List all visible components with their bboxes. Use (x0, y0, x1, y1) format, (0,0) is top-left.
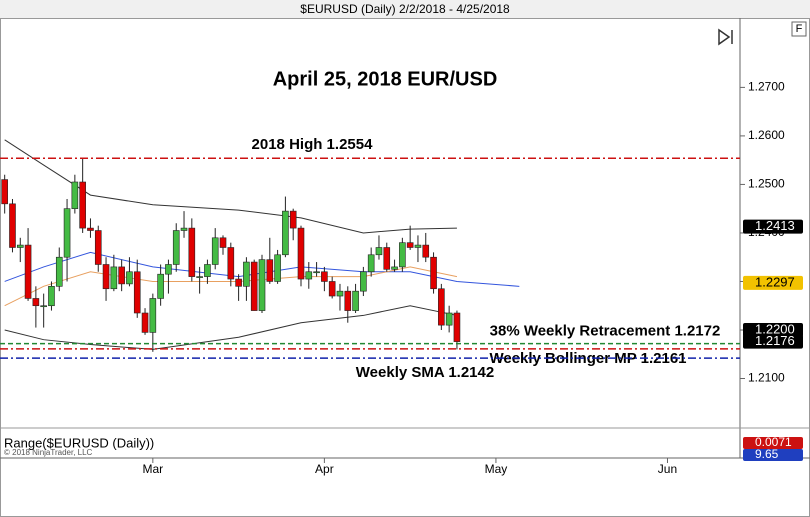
candle-body (453, 312, 461, 342)
annotation-title: April 25, 2018 EUR/USD (273, 68, 498, 90)
candle-body (406, 242, 414, 248)
x-tick-label: Jun (658, 462, 677, 476)
float-button[interactable] (791, 21, 807, 37)
candle-body (321, 271, 328, 282)
candle-body (414, 244, 422, 248)
candle-body (305, 271, 313, 280)
overlay-line (4, 139, 457, 234)
candle-body (352, 290, 359, 311)
candle-body (438, 288, 445, 326)
candle-body (211, 237, 219, 265)
candle-body (188, 227, 196, 277)
panel-marker (743, 437, 803, 449)
candle-body (196, 276, 203, 278)
candle-body (55, 256, 63, 287)
panel-marker (743, 449, 803, 461)
y-tick-label: 1.2500 (748, 177, 785, 191)
candle-body (40, 305, 47, 308)
candle-body (235, 278, 242, 287)
candle-body (422, 244, 430, 258)
lower-panel-title: Range($EURUSD (Daily)) (4, 435, 154, 450)
candle-body (274, 254, 281, 282)
candle-body (87, 227, 94, 231)
candle-body (9, 203, 16, 248)
candle-body (94, 230, 102, 265)
candle-body (79, 181, 86, 229)
candle-body (141, 312, 149, 333)
candle-body (180, 227, 188, 231)
candle-body (360, 271, 367, 292)
candle-body (266, 259, 274, 282)
candle-body (118, 266, 125, 285)
price-marker-label: 1.2297 (755, 274, 795, 289)
candle-body (250, 261, 258, 311)
candle-body (367, 254, 375, 273)
candle-body (313, 271, 320, 274)
candle-body (110, 266, 118, 290)
y-tick-label: 1.2600 (748, 128, 785, 142)
candle-body (48, 286, 55, 307)
y-tick-label: 1.2700 (748, 80, 785, 94)
candle-body (16, 244, 24, 248)
chart-title: $EURUSD (Daily) 2/2/2018 - 4/25/2018 (300, 2, 510, 16)
scroll-end-button[interactable] (718, 28, 733, 46)
candle-body (24, 244, 32, 299)
candle-body (133, 271, 141, 314)
overlay-line (4, 305, 458, 350)
candle-body (375, 247, 383, 256)
price-marker-label: 1.2200 (755, 321, 795, 336)
candle-body (289, 210, 297, 229)
candle-body (204, 264, 211, 277)
candle-body (165, 264, 172, 275)
candle-body (258, 259, 266, 311)
candle-body (336, 290, 344, 297)
panel-marker-label: 9.65 (755, 447, 779, 461)
level-label: 38% Weekly Retracement 1.2172 (490, 323, 721, 340)
x-tick-label: Apr (315, 462, 334, 476)
price-marker (743, 334, 803, 349)
candle-body (344, 290, 352, 311)
level-label: Weekly SMA 1.2142 (356, 364, 494, 381)
candle-body (445, 312, 453, 326)
candle-body (297, 227, 305, 280)
price-marker-label: 1.2176 (755, 333, 795, 348)
float-button-icon: F (796, 23, 803, 35)
candle-body (227, 247, 235, 280)
candle-body (399, 242, 406, 268)
panel-marker-label: 0.0071 (755, 435, 792, 449)
candle-body (126, 271, 133, 285)
candle-body (32, 298, 40, 307)
price-marker-label: 1.2413 (755, 218, 795, 233)
copyright: © 2018 NinjaTrader, LLC (4, 448, 93, 457)
candle-body (282, 210, 289, 256)
candle-body (1, 179, 8, 205)
price-marker (743, 322, 803, 337)
candle-body (172, 230, 180, 265)
candle-body (149, 298, 157, 333)
price-marker (743, 219, 803, 234)
candle-body (243, 261, 250, 287)
candle-body (102, 264, 110, 290)
x-tick-label: May (485, 462, 508, 476)
level-label: 2018 High 1.2554 (252, 136, 374, 153)
candle-body (328, 281, 336, 297)
candle-body (63, 208, 71, 258)
y-tick-label: 1.2100 (748, 371, 785, 385)
candle-body (219, 237, 227, 248)
title-bar (0, 0, 810, 18)
candle-body (71, 181, 79, 209)
price-marker (743, 275, 803, 290)
candle-body (383, 247, 391, 270)
x-tick-label: Mar (142, 462, 163, 476)
candle-body (157, 273, 164, 299)
candle-body (391, 266, 398, 270)
candle-body (430, 256, 437, 290)
